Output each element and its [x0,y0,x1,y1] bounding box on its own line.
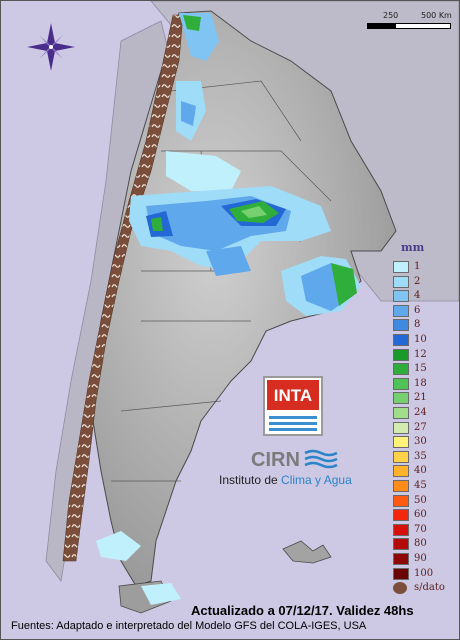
legend-label: 15 [414,363,427,375]
legend-label: 45 [414,480,427,491]
legend-swatch [393,582,407,595]
legend-item: 8 [391,319,451,332]
legend-label: 27 [414,421,427,433]
legend-label: 6 [414,304,421,316]
cirn-logo-text: CIRN [251,449,300,471]
legend-label: 21 [414,392,427,404]
legend-swatch [393,436,409,449]
legend-unit: mm [401,241,425,254]
institute-name: Instituto de Clima y Agua [219,473,352,487]
legend-label: 18 [414,377,427,389]
legend-label: 50 [414,494,427,506]
legend-item: 50 [391,494,451,507]
scale-bar-segment-light [395,23,451,29]
update-notice: Actualizado a 07/12/17. Validez 48hs [191,603,414,618]
legend-label: 60 [414,509,427,521]
legend-label: 40 [414,465,427,477]
legend-swatch [393,538,409,551]
legend-item: 40 [391,465,451,478]
legend-swatch [393,348,409,361]
legend-label: 80 [414,538,427,550]
institute-prefix: Instituto de [219,473,282,487]
legend-item: 15 [391,363,451,376]
legend-swatch [393,304,409,317]
legend-swatch [393,290,409,303]
legend-label: 12 [414,348,427,360]
legend-item: 80 [391,538,451,551]
legend-label: 2 [414,275,421,287]
legend-swatch [393,275,409,288]
legend-item: 6 [391,304,451,317]
inta-logo-text: INTA [273,386,313,405]
legend-item: 24 [391,407,451,419]
legend-label: s/dato [414,582,445,594]
inta-logo: INTA [263,376,323,436]
legend-item: 18 [391,377,451,390]
legend-item: 30 [391,436,451,449]
legend-item: s/dato [391,582,451,595]
legend-swatch [393,450,409,463]
legend-item: 70 [391,523,451,536]
institute-highlight: Clima y Agua [281,473,352,487]
legend-label: 1 [414,261,421,272]
compass-rose-icon [27,23,75,71]
legend-swatch [393,261,409,273]
legend-label: 30 [414,436,427,448]
legend-item: 12 [391,348,451,361]
legend-swatch [393,567,409,580]
legend-item: 35 [391,450,451,463]
legend-item: 4 [391,290,451,303]
precipitation-blobs [96,13,361,605]
legend-label: 70 [414,523,427,535]
legend-swatch [393,509,409,522]
legend-item: 100 [391,567,451,580]
scale-label-500: 500 Km [421,11,452,20]
legend-item: 27 [391,421,451,434]
legend-item: 2 [391,275,451,288]
legend-label: 100 [414,567,434,579]
malvinas-islands [282,540,332,564]
legend-item: 21 [391,392,451,405]
legend-swatch [393,319,409,332]
scale-bar: 250 500 Km [363,11,455,35]
scale-label-250: 250 [383,11,399,20]
legend-swatch [393,465,409,478]
legend-item: 10 [391,334,451,346]
legend-item: 45 [391,480,451,492]
legend-swatch [393,392,409,405]
legend-swatch [393,334,409,346]
water-waves-icon [304,449,338,469]
legend-swatch [393,523,409,536]
legend-label: 4 [414,290,421,302]
legend-swatch [393,407,409,419]
legend-swatch [393,480,409,492]
legend-swatch [393,494,409,507]
legend-item: 90 [391,553,451,565]
legend-label: 10 [414,334,427,345]
sources-note: Fuentes: Adaptado e interpretado del Mod… [11,620,367,632]
legend-label: 24 [414,407,427,418]
legend-label: 90 [414,553,427,564]
legend-item: 1 [391,261,451,273]
legend-swatch [393,377,409,390]
legend-swatch [393,421,409,434]
scale-bar-segment-dark [367,23,395,29]
legend-label: 35 [414,450,427,462]
legend-swatch [393,363,409,376]
no-data-andes [62,14,184,562]
legend-item: 60 [391,509,451,522]
legend-label: 8 [414,319,421,331]
legend-swatch [393,553,409,565]
